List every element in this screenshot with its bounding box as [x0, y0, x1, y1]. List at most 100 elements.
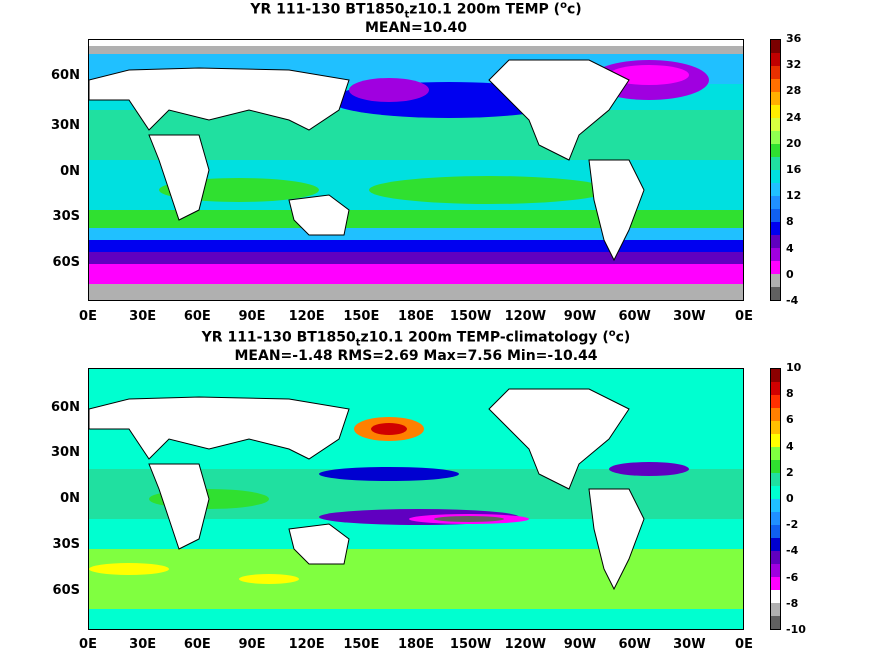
lat-label: 0N	[60, 164, 80, 179]
panel2-subtitle: MEAN=-1.48 RMS=2.69 Max=7.56 Min=-10.44	[234, 348, 598, 364]
colorbar-label: 20	[786, 136, 802, 150]
lon-label: 60W	[618, 309, 651, 324]
colorbar-segment	[771, 144, 780, 157]
colorbar-label: 4	[786, 241, 794, 255]
colorbar-label: 0	[786, 267, 794, 281]
lon-label: 60W	[618, 637, 651, 652]
colorbar-segment	[771, 92, 780, 105]
colorbar-segment	[771, 131, 780, 144]
colorbar-segment	[771, 79, 780, 92]
colorbar-label: 12	[786, 189, 802, 203]
lon-label: 180E	[397, 309, 435, 324]
lon-label: 30E	[129, 637, 157, 652]
lon-label: 120W	[504, 309, 547, 324]
colorbar-segment	[771, 564, 780, 577]
lon-label: 90E	[238, 637, 266, 652]
colorbar-label: 8	[786, 387, 794, 401]
colorbar-segment	[771, 434, 780, 447]
colorbar-segment	[771, 486, 780, 499]
colorbar-segment	[771, 369, 780, 382]
colorbar-label: 10	[786, 361, 802, 374]
lon-label: 0E	[79, 637, 97, 652]
colorbar-segment	[771, 287, 780, 300]
lon-label: 150E	[343, 309, 380, 324]
colorbar-segment	[771, 603, 780, 616]
colorbar-segment	[771, 183, 780, 196]
colorbar-segment	[771, 577, 780, 590]
colorbar-label: -8	[786, 596, 799, 610]
colorbar-segment	[771, 261, 780, 274]
lon-label: 150W	[449, 637, 492, 652]
lat-label: 30S	[52, 209, 80, 224]
lon-label: 0E	[735, 309, 753, 324]
lat-label: 30N	[51, 118, 80, 133]
lon-label: 0E	[79, 309, 97, 324]
lon-label: 60E	[183, 309, 211, 324]
colorbar-segment	[771, 53, 780, 66]
lon-label: 30E	[129, 309, 157, 324]
colorbar-segment	[771, 590, 780, 603]
anomaly-field	[89, 369, 743, 629]
lon-label: 180E	[397, 637, 435, 652]
colorbar-label: 2	[786, 465, 794, 479]
colorbar-label: 0	[786, 492, 794, 505]
colorbar-segment	[771, 421, 780, 434]
anomaly-map	[88, 368, 744, 630]
lon-label: 90W	[563, 309, 597, 324]
lon-label: 90W	[563, 637, 597, 652]
lon-label: 0E	[735, 637, 753, 652]
colorbar-label: 16	[786, 163, 802, 176]
lat-label: 60S	[52, 583, 80, 598]
colorbar-segment	[771, 222, 780, 235]
panel1-subtitle: MEAN=10.40	[364, 20, 468, 36]
colorbar-segment	[771, 499, 780, 512]
colorbar-segment	[771, 274, 780, 287]
colorbar-segment	[771, 616, 780, 629]
lon-label: 150W	[449, 309, 492, 324]
lon-label: 120E	[288, 309, 325, 324]
lon-label: 120W	[504, 637, 547, 652]
colorbar-label: 24	[786, 110, 802, 124]
temperature-field	[89, 40, 743, 300]
colorbar	[770, 368, 781, 630]
panel2-title: YR 111-130 BT1850tz10.1 200m TEMP-climat…	[201, 328, 631, 349]
colorbar-segment	[771, 460, 780, 473]
colorbar-segment	[771, 105, 780, 118]
lat-label: 60S	[52, 255, 80, 270]
colorbar-segment	[771, 382, 780, 395]
colorbar-label: 8	[786, 215, 794, 229]
colorbar-label: 28	[786, 84, 802, 98]
colorbar-segment	[771, 395, 780, 408]
colorbar-segment	[771, 248, 780, 261]
colorbar-segment	[771, 196, 780, 209]
colorbar-segment	[771, 525, 780, 538]
lat-label: 0N	[60, 491, 80, 506]
colorbar-segment	[771, 40, 780, 53]
colorbar-segment	[771, 551, 780, 564]
colorbar-label: -6	[786, 570, 799, 584]
colorbar-segment	[771, 473, 780, 486]
colorbar-label: -4	[786, 294, 799, 307]
lon-label: 90E	[238, 309, 266, 324]
colorbar-label: -10	[786, 623, 806, 636]
colorbar-label: -2	[786, 518, 799, 532]
lon-label: 30W	[673, 637, 706, 652]
colorbar-label: 6	[786, 413, 794, 427]
lat-label: 60N	[51, 400, 80, 415]
colorbar-segment	[771, 512, 780, 525]
lon-label: 60E	[183, 637, 211, 652]
colorbar	[770, 39, 781, 301]
temperature-map	[88, 39, 744, 301]
colorbar-segment	[771, 66, 780, 79]
colorbar-segment	[771, 235, 780, 248]
panel1-title: YR 111-130 BT1850tz10.1 200m TEMP (oc)	[250, 0, 582, 21]
lon-label: 120E	[288, 637, 325, 652]
colorbar-segment	[771, 157, 780, 170]
colorbar-label: -4	[786, 544, 799, 558]
colorbar-segment	[771, 447, 780, 460]
lat-label: 60N	[51, 68, 80, 83]
colorbar-segment	[771, 170, 780, 183]
lon-label: 150E	[343, 637, 380, 652]
lat-label: 30N	[51, 445, 80, 460]
colorbar-segment	[771, 408, 780, 421]
